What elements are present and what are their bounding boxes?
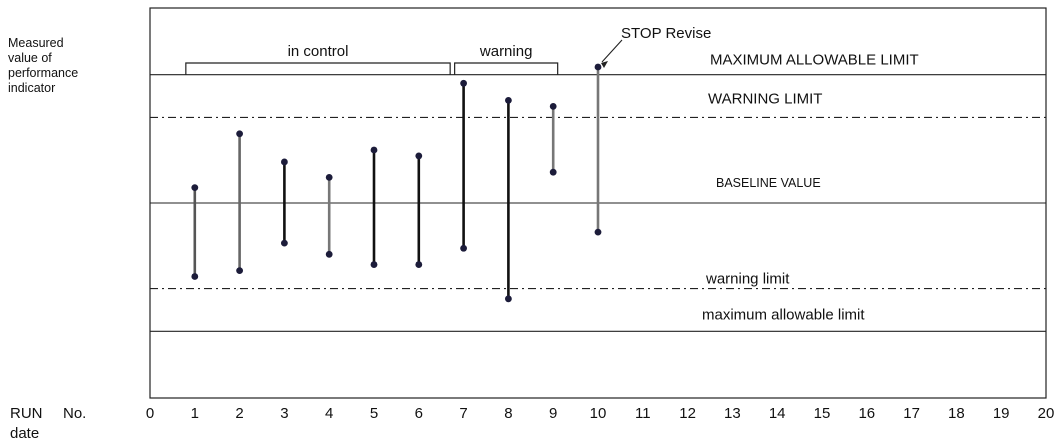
x-tick-5: 5 <box>370 405 378 422</box>
run-1-high-point <box>191 184 199 192</box>
x-tick-16: 16 <box>858 405 875 422</box>
run-7-low-point <box>460 244 467 252</box>
run-4-high-point <box>325 173 333 181</box>
limit-line-labels: MAXIMUM ALLOWABLE LIMIT WARNING LIMIT BASE… <box>702 52 919 324</box>
run-2-low-point <box>236 267 244 275</box>
x-axis-label-no: No. <box>63 405 86 422</box>
x-tick-labels: 0 1 2 3 4 5 6 7 8 9 10 11 12 13 14 15 16 17 18 19 20 <box>146 405 1055 422</box>
phase-brackets: in control warning <box>185 43 559 75</box>
run-10-high-point <box>594 63 602 71</box>
x-tick-12: 12 <box>679 405 696 422</box>
x-tick-0: 0 <box>146 405 154 422</box>
run-4-low-point <box>325 250 333 258</box>
x-tick-8: 8 <box>504 405 512 422</box>
x-tick-20: 20 <box>1038 405 1055 422</box>
bracket-in-control <box>185 62 451 75</box>
run-1-low-point <box>191 273 199 280</box>
run-range-bars <box>191 63 602 303</box>
x-axis-label-run: RUN <box>10 405 43 422</box>
x-tick-7: 7 <box>459 405 467 422</box>
limit-label-warn-lower: warning limit <box>705 271 790 288</box>
bracket-label-warning: warning <box>479 43 533 60</box>
run-5-low-point <box>370 261 378 268</box>
x-tick-18: 18 <box>948 405 965 422</box>
run-6-high-point <box>415 152 423 160</box>
x-tick-11: 11 <box>635 405 651 422</box>
run-6-low-point <box>415 261 423 268</box>
x-tick-1: 1 <box>191 405 199 422</box>
x-tick-6: 6 <box>415 405 423 422</box>
x-axis-label-date: date <box>10 425 39 442</box>
x-tick-9: 9 <box>549 405 557 422</box>
stop-annotation-arrowhead <box>601 61 608 69</box>
x-tick-15: 15 <box>814 405 831 422</box>
limit-label-warn-upper: WARNING LIMIT <box>708 90 822 107</box>
limit-label-max-upper: MAXIMUM ALLOWABLE LIMIT <box>710 52 919 69</box>
x-tick-2: 2 <box>235 405 243 422</box>
run-9-high-point <box>549 102 557 110</box>
run-2-high-point <box>236 130 244 138</box>
bracket-warning <box>454 62 559 75</box>
run-9-low-point <box>549 168 557 176</box>
run-7-high-point <box>460 79 467 87</box>
y-axis-label: Measured value of performance indicator <box>8 36 79 95</box>
run-3-high-point <box>281 158 288 166</box>
x-tick-19: 19 <box>993 405 1010 422</box>
stop-annotation-pointer <box>601 39 623 63</box>
run-3-low-point <box>281 239 288 247</box>
x-tick-14: 14 <box>769 405 786 422</box>
x-tick-13: 13 <box>724 405 741 422</box>
stop-annotation: STOP Revise <box>601 25 711 69</box>
x-tick-17: 17 <box>903 405 920 422</box>
run-5-high-point <box>370 146 378 154</box>
run-10-low-point <box>594 228 602 236</box>
x-tick-3: 3 <box>280 405 288 422</box>
stop-annotation-label: STOP Revise <box>621 25 711 42</box>
limit-label-max-lower: maximum allowable limit <box>702 306 865 323</box>
bracket-label-in-control: in control <box>288 43 349 60</box>
limit-label-baseline: BASELINE VALUE <box>716 176 821 190</box>
x-tick-4: 4 <box>325 405 333 422</box>
run-8-low-point <box>505 295 512 303</box>
x-tick-10: 10 <box>590 405 607 422</box>
run-8-high-point <box>505 96 512 104</box>
